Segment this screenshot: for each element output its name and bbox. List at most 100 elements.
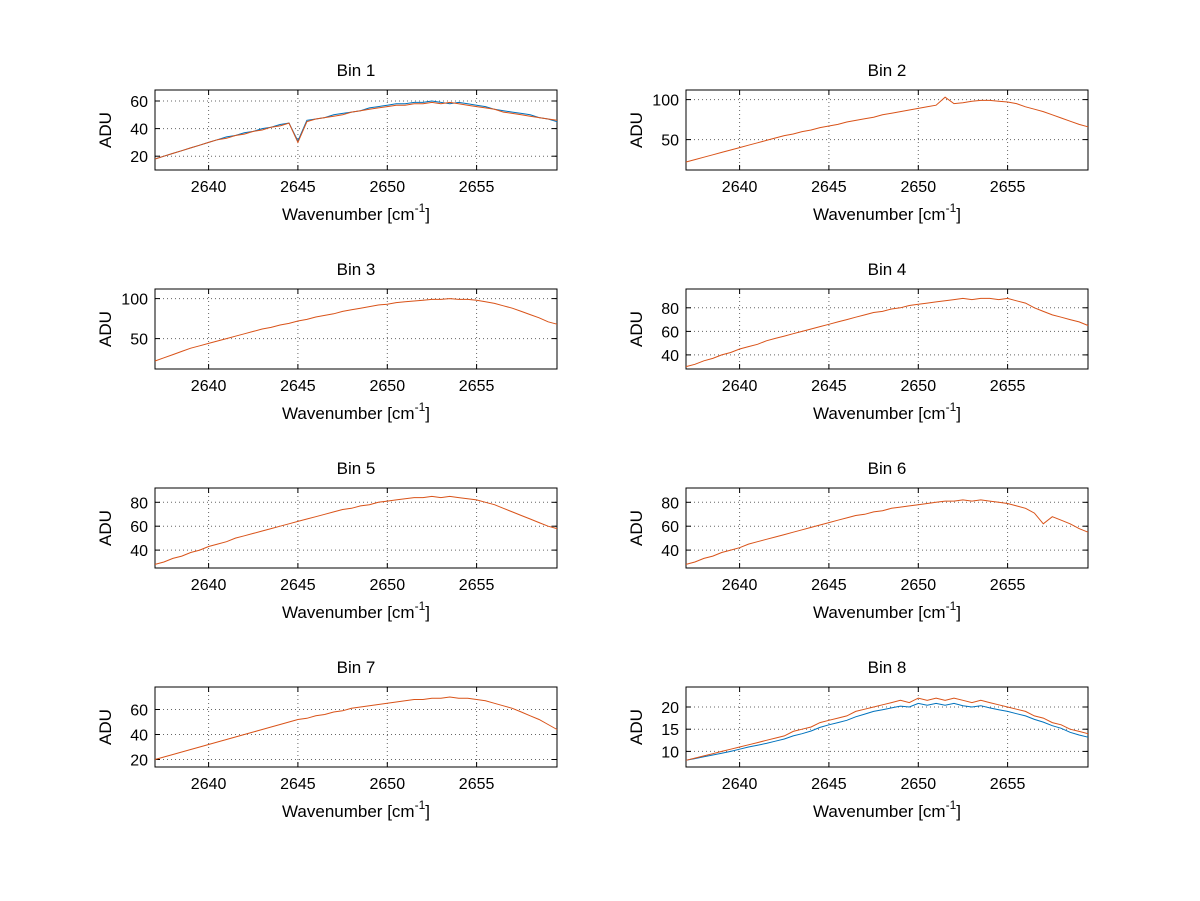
x-axis-label-main: Wavenumber [cm (282, 802, 415, 821)
x-axis-label-close: ] (956, 404, 961, 423)
x-tick-label: 2650 (370, 577, 406, 594)
x-axis-label-main: Wavenumber [cm (282, 603, 415, 622)
y-axis-label: ADU (627, 510, 646, 546)
x-axis-label: Wavenumber [cm-1] (813, 798, 961, 821)
x-tick-label: 2645 (811, 776, 847, 793)
y-tick-label: 80 (661, 301, 679, 318)
subplot-bin-8: 2640 2645 2650 2655 10 15 20 Bin 8 ADU Wavenumber… (627, 658, 1089, 821)
y-tick-label: 50 (661, 133, 679, 150)
x-tick-label: 2640 (722, 179, 758, 196)
x-tick-label: 2645 (280, 179, 316, 196)
subplot-title: Bin 4 (868, 260, 907, 279)
x-axis-label-main: Wavenumber [cm (282, 205, 415, 224)
x-axis-label-close: ] (425, 603, 430, 622)
y-tick-label: 80 (130, 495, 148, 512)
x-axis-label-sup: -1 (415, 400, 426, 414)
x-axis-label: Wavenumber [cm-1] (813, 201, 961, 224)
x-tick-label: 2650 (370, 776, 406, 793)
x-tick-label: 2640 (722, 577, 758, 594)
x-axis-label-sup: -1 (946, 798, 957, 812)
x-axis-label-sup: -1 (415, 599, 426, 613)
series-line-trace-orange (685, 96, 1089, 163)
subplot-bin-7: 2640 2645 2650 2655 20 40 60 Bin 7 ADU Wavenumber… (96, 658, 558, 821)
x-tick-label: 2655 (459, 179, 495, 196)
x-tick-label: 2655 (459, 378, 495, 395)
x-tick-label: 2655 (459, 577, 495, 594)
y-axis-label: ADU (96, 510, 115, 546)
x-axis-label-sup: -1 (946, 201, 957, 215)
subplot-title: Bin 3 (337, 260, 376, 279)
y-tick-label: 50 (130, 332, 148, 349)
x-tick-label: 2640 (191, 378, 227, 395)
x-axis-label-main: Wavenumber [cm (813, 603, 946, 622)
subplot-title: Bin 8 (868, 658, 907, 677)
x-tick-label: 2640 (191, 577, 227, 594)
plot-area (154, 288, 558, 370)
y-axis-label: ADU (96, 112, 115, 148)
x-tick-label: 2650 (901, 776, 937, 793)
y-tick-label: 60 (661, 324, 679, 341)
plot-area (685, 89, 1089, 171)
y-tick-label: 40 (130, 122, 148, 139)
x-axis-label-main: Wavenumber [cm (813, 205, 946, 224)
x-tick-label: 2650 (370, 179, 406, 196)
y-tick-label: 100 (652, 93, 679, 110)
x-tick-label: 2645 (280, 776, 316, 793)
subplot-title: Bin 1 (337, 61, 376, 80)
x-axis-label-sup: -1 (946, 599, 957, 613)
subplot-bin-5: 2640 2645 2650 2655 40 60 80 Bin 5 ADU Wavenumber… (96, 459, 558, 622)
x-axis-label: Wavenumber [cm-1] (282, 201, 430, 224)
y-tick-label: 100 (121, 292, 148, 309)
x-tick-label: 2655 (990, 776, 1026, 793)
x-tick-label: 2640 (191, 776, 227, 793)
y-tick-label: 20 (130, 753, 148, 770)
y-tick-label: 60 (130, 94, 148, 111)
y-axis-label: ADU (627, 311, 646, 347)
x-tick-label: 2655 (990, 179, 1026, 196)
series-line-trace-orange (685, 499, 1089, 565)
subplot-title: Bin 2 (868, 61, 907, 80)
plot-area (154, 487, 558, 569)
y-tick-label: 40 (130, 728, 148, 745)
subplot-bin-1: 2640 2645 2650 2655 20 40 60 Bin 1 ADU Wavenumber… (96, 61, 558, 224)
y-axis-label: ADU (627, 709, 646, 745)
y-tick-label: 20 (130, 149, 148, 166)
y-tick-label: 40 (130, 543, 148, 560)
series-line-trace-orange (154, 101, 558, 160)
plot-area (154, 686, 558, 768)
x-tick-label: 2645 (811, 378, 847, 395)
x-tick-label: 2645 (811, 179, 847, 196)
x-tick-label: 2650 (370, 378, 406, 395)
series-line-trace-orange (154, 298, 558, 362)
y-tick-label: 10 (661, 744, 679, 761)
subplot-title: Bin 7 (337, 658, 376, 677)
x-axis-label: Wavenumber [cm-1] (282, 400, 430, 423)
x-axis-label-sup: -1 (415, 201, 426, 215)
y-tick-label: 60 (661, 519, 679, 536)
y-tick-label: 15 (661, 722, 679, 739)
y-axis-label: ADU (96, 311, 115, 347)
x-axis-label-close: ] (956, 603, 961, 622)
x-tick-label: 2655 (990, 577, 1026, 594)
plot-area (685, 487, 1089, 569)
x-axis-label-close: ] (425, 404, 430, 423)
y-tick-label: 60 (130, 703, 148, 720)
x-axis-label-close: ] (956, 802, 961, 821)
x-tick-label: 2645 (280, 577, 316, 594)
x-axis-label-close: ] (425, 205, 430, 224)
plot-area (154, 89, 558, 171)
x-tick-label: 2655 (459, 776, 495, 793)
subplot-bin-3: 2640 2645 2650 2655 50 100 Bin 3 ADU Wavenumber … (96, 260, 558, 423)
subplot-bin-4: 2640 2645 2650 2655 40 60 80 Bin 4 ADU Wavenumber… (627, 260, 1089, 423)
y-tick-label: 60 (130, 519, 148, 536)
x-axis-label-sup: -1 (415, 798, 426, 812)
subplot-title: Bin 6 (868, 459, 907, 478)
y-tick-label: 40 (661, 348, 679, 365)
subplot-bin-2: 2640 2645 2650 2655 50 100 Bin 2 ADU Wavenumber … (627, 61, 1089, 224)
series-line-trace-orange (154, 696, 558, 760)
x-tick-label: 2645 (280, 378, 316, 395)
x-axis-label-close: ] (425, 802, 430, 821)
y-axis-label: ADU (627, 112, 646, 148)
x-axis-label-close: ] (956, 205, 961, 224)
